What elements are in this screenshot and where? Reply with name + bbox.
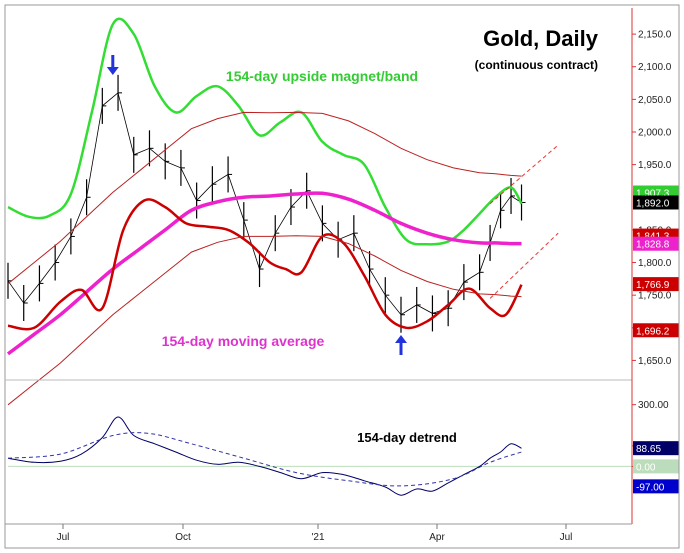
y-tick-label: 1,650.0 (638, 356, 672, 367)
value-label: 1,696.2 (636, 326, 670, 337)
154-day-moving-average-line (6, 191, 522, 356)
bottom-arrow-head (395, 335, 407, 343)
ma-annotation: 154-day moving average (162, 333, 325, 349)
x-tick-label: Apr (429, 532, 445, 543)
x-tick-label: Jul (560, 532, 573, 543)
x-tick-label: Jul (57, 532, 70, 543)
top-arrow-head (106, 67, 119, 75)
lower-projection-line (489, 232, 559, 299)
value-label: -97.00 (636, 482, 665, 493)
value-label: 1,828.8 (636, 240, 670, 251)
series-3-line (7, 198, 523, 331)
value-label-box (633, 195, 679, 210)
value-label-box (633, 236, 679, 251)
outer-frame (4, 4, 680, 549)
value-label: 1,766.9 (636, 280, 670, 291)
chart-subtitle: (continuous contract) (475, 58, 598, 72)
upper-projection-line (489, 144, 559, 205)
x-tick-label: '21 (311, 532, 324, 543)
price-panel: 2,150.02,100.02,050.02,000.01,950.01,850… (6, 17, 679, 406)
chart-title: Gold, Daily (483, 26, 599, 51)
y-tick-label: 1,750.0 (638, 291, 672, 302)
y-tick-label: 1,950.0 (638, 160, 672, 171)
value-label-box (633, 479, 679, 494)
value-label: 1,907.3 (636, 188, 670, 199)
upper-band-line (7, 111, 522, 285)
x-tick-label: Oct (175, 532, 191, 543)
value-label: 0.00 (636, 462, 656, 473)
y-tick-label: 2,050.0 (638, 95, 672, 106)
value-label-box (633, 459, 679, 474)
band-annotation: 154-day upside magnet/band (226, 68, 418, 84)
price-path (7, 92, 522, 316)
y-tick-label: 2,000.0 (638, 128, 672, 139)
lower-band-line (7, 235, 522, 406)
y-tick-label: 300.00 (638, 400, 669, 411)
value-label-box (633, 277, 679, 292)
154-day-upside-magnet-band-line (7, 17, 523, 246)
y-tick-label: 2,150.0 (638, 30, 672, 41)
y-tick-label: 2,100.0 (638, 62, 672, 73)
value-label: 88.65 (636, 444, 661, 455)
value-label: 1,892.0 (636, 198, 670, 209)
y-tick-label: 1,800.0 (638, 258, 672, 269)
detrend-title: 154-day detrend (357, 430, 457, 445)
value-label-box (633, 441, 679, 456)
value-label-box (633, 323, 679, 338)
series-0-line (7, 416, 522, 496)
